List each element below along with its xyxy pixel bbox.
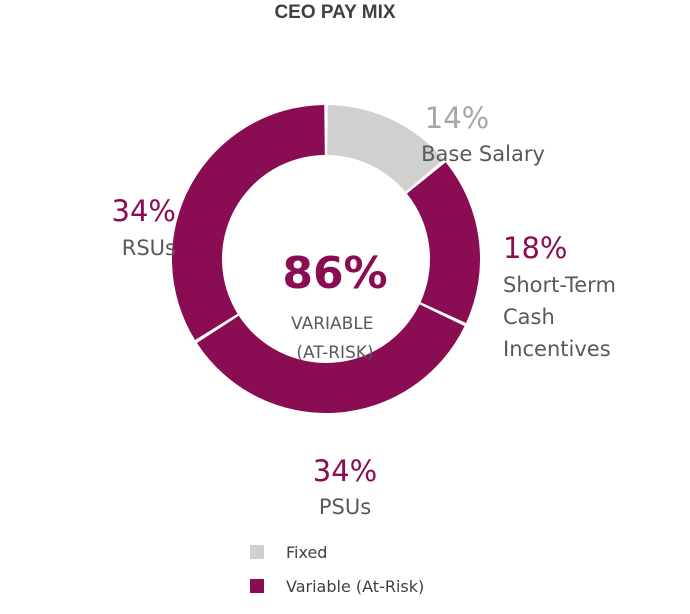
legend-label-fixed: Fixed [286, 543, 327, 562]
slice-label-psus: PSUs [319, 495, 371, 519]
donut-slice-short-term-cash-incentives [406, 162, 480, 323]
slice-label-incentives-line: Incentives [503, 337, 611, 361]
slice-value-short-term-cash-incentives: 18% [503, 231, 567, 265]
chart-title: CEO PAY MIX [274, 2, 395, 23]
legend: Fixed Variable (At-Risk) [250, 543, 424, 596]
slice-label-rsus-line: RSUs [122, 236, 176, 260]
slice-label-short-term-line: Short-Term [503, 273, 616, 297]
slice-label-psus-line: PSUs [319, 495, 371, 519]
donut-slice-rsus [172, 105, 325, 341]
donut-slice-psus [196, 304, 465, 413]
slice-label-cash-line: Cash [503, 305, 555, 329]
legend-swatch-variable [250, 579, 264, 593]
center-value: 86% [282, 248, 387, 299]
donut-slice-base-salary [327, 105, 444, 192]
slice-label-rsus: RSUs [122, 236, 176, 260]
donut-ring [172, 105, 480, 413]
legend-label-variable: Variable (At-Risk) [286, 577, 424, 596]
center-label-line-2: (AT-RISK) [296, 343, 373, 363]
slice-value-rsus: 34% [112, 194, 176, 228]
slice-label-base-salary-line: Base Salary [421, 142, 545, 166]
slice-value-psus: 34% [313, 454, 377, 488]
center-label: VARIABLE (AT-RISK) [291, 314, 379, 363]
slice-label-short-term-cash-incentives: Short-Term Cash Incentives [503, 273, 623, 361]
center-label-line-1: VARIABLE [291, 314, 374, 334]
legend-swatch-fixed [250, 545, 264, 559]
slice-label-base-salary: Base Salary [421, 142, 545, 166]
slice-value-base-salary: 14% [425, 101, 489, 135]
